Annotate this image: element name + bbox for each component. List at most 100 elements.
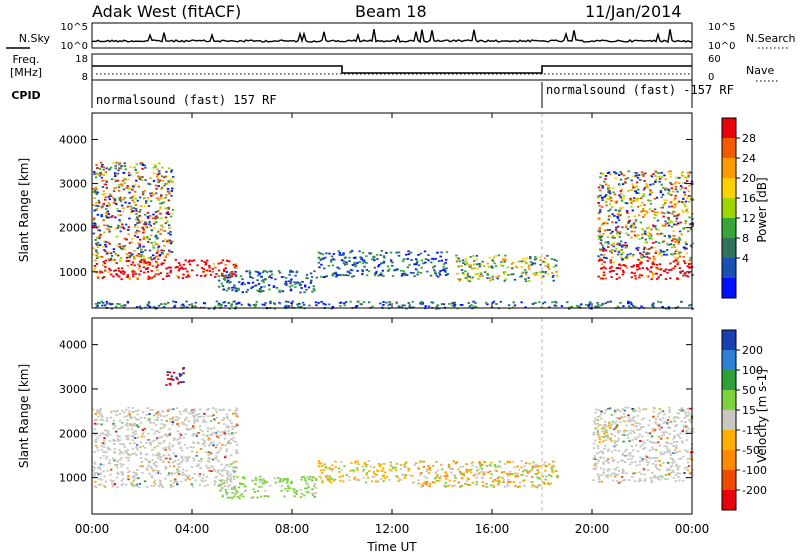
echo-cell	[625, 424, 628, 427]
echo-cell	[130, 483, 133, 486]
echo-cell	[475, 258, 478, 261]
echo-cell	[607, 246, 610, 248]
echo-cell	[600, 235, 604, 238]
echo-cell	[639, 204, 643, 207]
echo-cell	[379, 302, 382, 305]
echo-cell	[238, 497, 241, 500]
echo-cell	[490, 473, 493, 476]
echo-cell	[184, 475, 188, 478]
echo-cell	[227, 440, 231, 443]
echo-cell	[451, 302, 454, 305]
echo-cell	[121, 223, 124, 226]
echo-cell	[649, 477, 653, 480]
echo-cell	[131, 270, 134, 273]
beam-label: Beam 18	[355, 2, 427, 21]
echo-cell	[227, 429, 230, 432]
echo-cell	[451, 485, 454, 487]
echo-cell	[231, 491, 234, 494]
echo-cell	[219, 489, 222, 492]
echo-cell	[167, 408, 170, 411]
echo-cell	[678, 177, 681, 179]
echo-cell	[220, 274, 224, 277]
echo-cell	[662, 186, 665, 189]
echo-cell	[104, 259, 107, 262]
echo-cell	[645, 458, 648, 461]
echo-cell	[155, 454, 158, 457]
echo-cell	[686, 265, 689, 268]
date-label: 11/Jan/2014	[585, 2, 682, 21]
echo-cell	[605, 204, 608, 207]
echo-cell	[126, 274, 129, 276]
echo-cell	[157, 245, 161, 248]
echo-cell	[541, 271, 544, 273]
echo-cell	[148, 221, 151, 223]
echo-cell	[421, 483, 424, 486]
echo-cell	[615, 417, 619, 419]
echo-cell	[375, 474, 378, 476]
echo-cell	[98, 201, 101, 204]
echo-cell	[132, 474, 136, 477]
echo-cell	[155, 412, 158, 415]
echo-cell	[518, 485, 521, 488]
echo-cell	[659, 411, 662, 414]
echo-cell	[410, 259, 413, 261]
echo-cell	[134, 204, 137, 206]
echo-cell	[543, 272, 547, 275]
echo-cell	[114, 464, 117, 466]
echo-cell	[223, 479, 226, 482]
echo-cell	[335, 275, 338, 278]
echo-cell	[674, 194, 677, 197]
echo-cell	[598, 441, 601, 443]
echo-cell	[596, 429, 599, 431]
echo-cell	[162, 240, 165, 243]
echo-cell	[164, 448, 167, 451]
echo-cell	[291, 284, 294, 287]
echo-cell	[632, 449, 635, 452]
echo-cell	[604, 183, 608, 186]
echo-cell	[151, 476, 154, 479]
echo-cell	[630, 205, 633, 208]
echo-cell	[460, 473, 463, 476]
echo-cell	[649, 200, 652, 202]
echo-cell	[146, 236, 149, 238]
echo-cell	[362, 476, 365, 479]
echo-cell	[284, 487, 287, 490]
echo-cell	[379, 463, 383, 466]
echo-cell	[493, 479, 497, 481]
echo-cell	[106, 435, 109, 437]
echo-cell	[115, 459, 118, 462]
echo-cell	[330, 255, 334, 258]
echo-cell	[685, 439, 688, 441]
echo-cell	[657, 424, 661, 427]
echo-cell	[689, 226, 693, 228]
echo-cell	[154, 419, 157, 421]
echo-cell	[424, 481, 427, 484]
echo-cell	[447, 465, 451, 468]
echo-cell	[143, 189, 147, 192]
echo-cell	[96, 449, 100, 452]
echo-cell	[118, 162, 122, 165]
echo-cell	[150, 258, 153, 261]
echo-cell	[631, 455, 635, 458]
echo-cell	[180, 480, 183, 483]
echo-cell	[154, 235, 157, 238]
echo-cell	[651, 430, 654, 432]
echo-cell	[180, 455, 184, 458]
echo-cell	[476, 273, 479, 276]
echo-cell	[110, 254, 114, 257]
echo-cell	[139, 421, 142, 424]
echo-cell	[226, 417, 230, 420]
echo-cell	[539, 256, 542, 259]
echo-cell	[176, 418, 179, 421]
echo-cell	[141, 176, 144, 178]
echo-cell	[324, 303, 327, 306]
echo-cell	[653, 429, 657, 432]
echo-cell	[653, 197, 656, 200]
echo-cell	[597, 275, 600, 278]
echo-cell	[616, 466, 619, 469]
echo-cell	[93, 171, 96, 173]
echo-cell	[634, 226, 637, 229]
echo-cell	[230, 438, 233, 440]
echo-cell	[421, 485, 425, 487]
